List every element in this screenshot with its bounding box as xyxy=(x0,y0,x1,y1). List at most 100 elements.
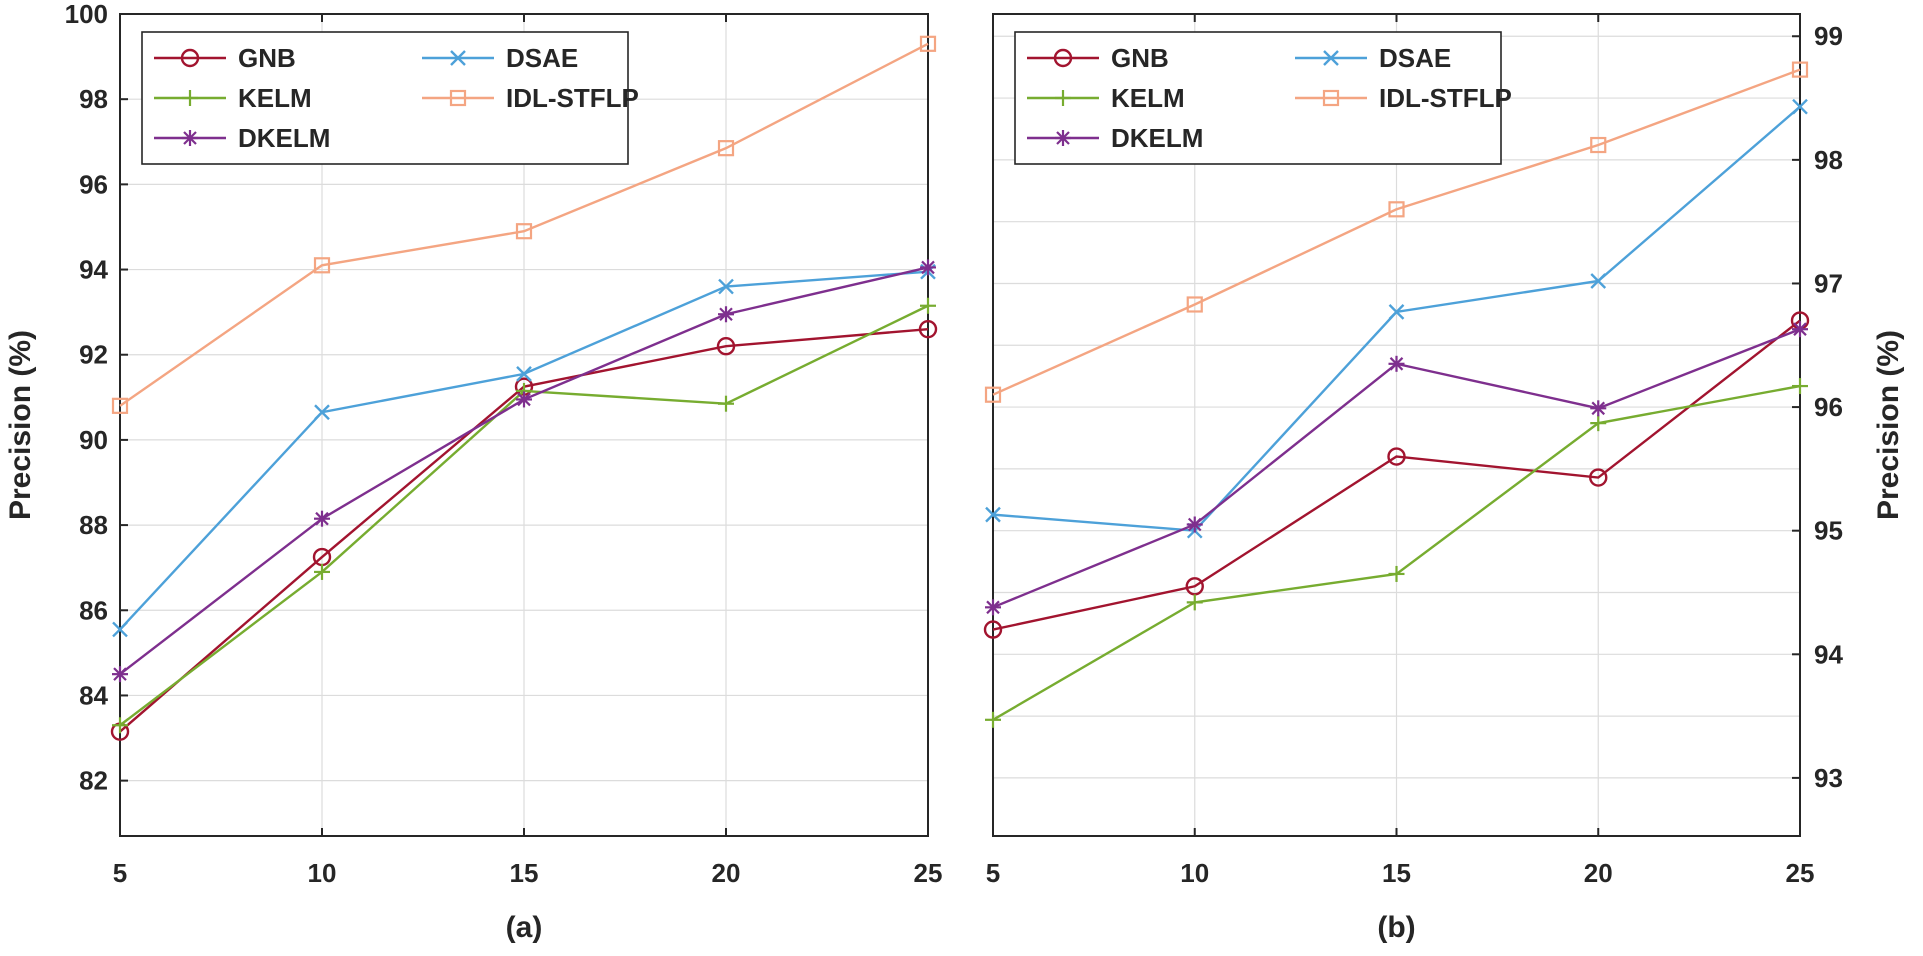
legend-label: IDL-STFLP xyxy=(506,83,639,113)
y-tick-label: 90 xyxy=(79,425,108,455)
panel-label: (b) xyxy=(1377,911,1415,944)
y-tick-label: 99 xyxy=(1814,21,1843,51)
y-tick-label: 82 xyxy=(79,766,108,796)
legend-label: GNB xyxy=(238,43,296,73)
series-dkelm xyxy=(985,321,1808,616)
data-point xyxy=(918,319,938,339)
legend-item: DKELM xyxy=(1027,123,1203,153)
x-tick-label: 15 xyxy=(1382,858,1411,888)
data-point xyxy=(1792,321,1808,338)
data-point xyxy=(716,337,736,356)
y-tick-label: 100 xyxy=(65,0,108,29)
data-point xyxy=(1589,468,1608,487)
x-tick-label: 25 xyxy=(1786,858,1815,888)
series-gnb xyxy=(983,311,1810,639)
y-axis-label: Precision (%) xyxy=(1872,330,1905,520)
legend-marker xyxy=(1055,90,1071,106)
legend-marker xyxy=(1055,130,1071,146)
data-point xyxy=(1388,565,1405,582)
series-line xyxy=(992,68,1801,396)
x-tick-label: 10 xyxy=(308,858,337,888)
data-point xyxy=(516,391,532,408)
series-idl-stflp xyxy=(111,35,937,414)
legend-label: DKELM xyxy=(238,123,330,153)
data-point xyxy=(1388,201,1405,218)
legend-label: DSAE xyxy=(1379,43,1451,73)
data-point xyxy=(1186,594,1203,611)
series-kelm xyxy=(985,378,1808,728)
y-tick-label: 94 xyxy=(79,255,108,285)
chart-panel-a: 5 10 15 20 25 82 84 86 88 90 92 94 96 98 100 Precision … xyxy=(4,0,942,944)
x-tick-label: 5 xyxy=(986,858,1000,888)
legend-item: IDL-STFLP xyxy=(422,83,639,113)
y-tick-label: 97 xyxy=(1814,268,1843,298)
data-point xyxy=(985,711,1001,728)
series-idl-stflp xyxy=(984,61,1809,403)
data-point xyxy=(718,278,734,295)
legend-label: KELM xyxy=(238,83,312,113)
data-point xyxy=(1388,304,1405,320)
y-tick-label: 88 xyxy=(79,510,108,540)
data-point xyxy=(112,717,128,734)
x-tick-label: 25 xyxy=(914,858,943,888)
y-tick-label: 95 xyxy=(1814,516,1843,546)
legend-item: KELM xyxy=(1027,83,1185,113)
legend-label: KELM xyxy=(1111,83,1185,113)
legend-item: KELM xyxy=(154,83,312,113)
legend-marker xyxy=(1323,50,1339,66)
data-point xyxy=(1387,447,1406,466)
x-tick-label: 5 xyxy=(113,858,127,888)
data-point xyxy=(920,297,936,314)
legend-item: IDL-STFLP xyxy=(1295,83,1512,113)
data-point xyxy=(1792,98,1808,115)
y-tick-label: 94 xyxy=(1814,639,1843,669)
y-tick-label: 92 xyxy=(79,340,108,370)
data-point xyxy=(718,395,734,412)
data-point xyxy=(1388,355,1405,372)
legend-item: DSAE xyxy=(422,43,578,73)
series-dsae xyxy=(985,98,1808,539)
data-point xyxy=(1186,296,1203,313)
x-tick-label: 20 xyxy=(712,858,741,888)
data-point xyxy=(1590,136,1607,154)
data-point xyxy=(985,599,1001,616)
data-point xyxy=(1791,61,1809,78)
data-point xyxy=(717,140,735,157)
legend-marker xyxy=(1053,48,1073,68)
data-point xyxy=(516,366,532,382)
panel-label: (a) xyxy=(506,911,543,944)
y-tick-label: 84 xyxy=(79,680,108,710)
legend-item: DKELM xyxy=(154,123,330,153)
legend-marker xyxy=(450,50,466,66)
series-line xyxy=(119,42,929,407)
y-tick-label: 96 xyxy=(79,169,108,199)
legend-label: DSAE xyxy=(506,43,578,73)
data-point xyxy=(314,563,330,580)
series-dkelm xyxy=(112,259,936,683)
y-tick-label: 93 xyxy=(1814,763,1843,793)
legend-marker xyxy=(182,90,198,106)
data-point xyxy=(314,510,330,527)
data-point xyxy=(985,506,1001,523)
legend-label: GNB xyxy=(1111,43,1169,73)
x-tick-label: 15 xyxy=(510,858,539,888)
data-point xyxy=(1186,516,1203,533)
legend: GNB DSAE KELM IDL-STFLP DKELM xyxy=(1014,31,1512,165)
legend-item: GNB xyxy=(154,43,296,73)
x-tick-label: 20 xyxy=(1584,858,1613,888)
series-line xyxy=(992,319,1801,631)
legend-marker xyxy=(182,130,198,146)
legend-marker xyxy=(449,89,467,107)
data-point xyxy=(1590,400,1607,417)
data-point xyxy=(1590,273,1607,289)
data-point xyxy=(984,386,1002,403)
data-point xyxy=(919,35,937,52)
y-tick-label: 86 xyxy=(79,595,108,625)
data-point xyxy=(111,397,129,414)
data-point xyxy=(1792,378,1808,395)
x-tick-label: 10 xyxy=(1180,858,1209,888)
legend-item: DSAE xyxy=(1295,43,1451,73)
data-point xyxy=(314,404,330,421)
data-point xyxy=(920,259,936,276)
